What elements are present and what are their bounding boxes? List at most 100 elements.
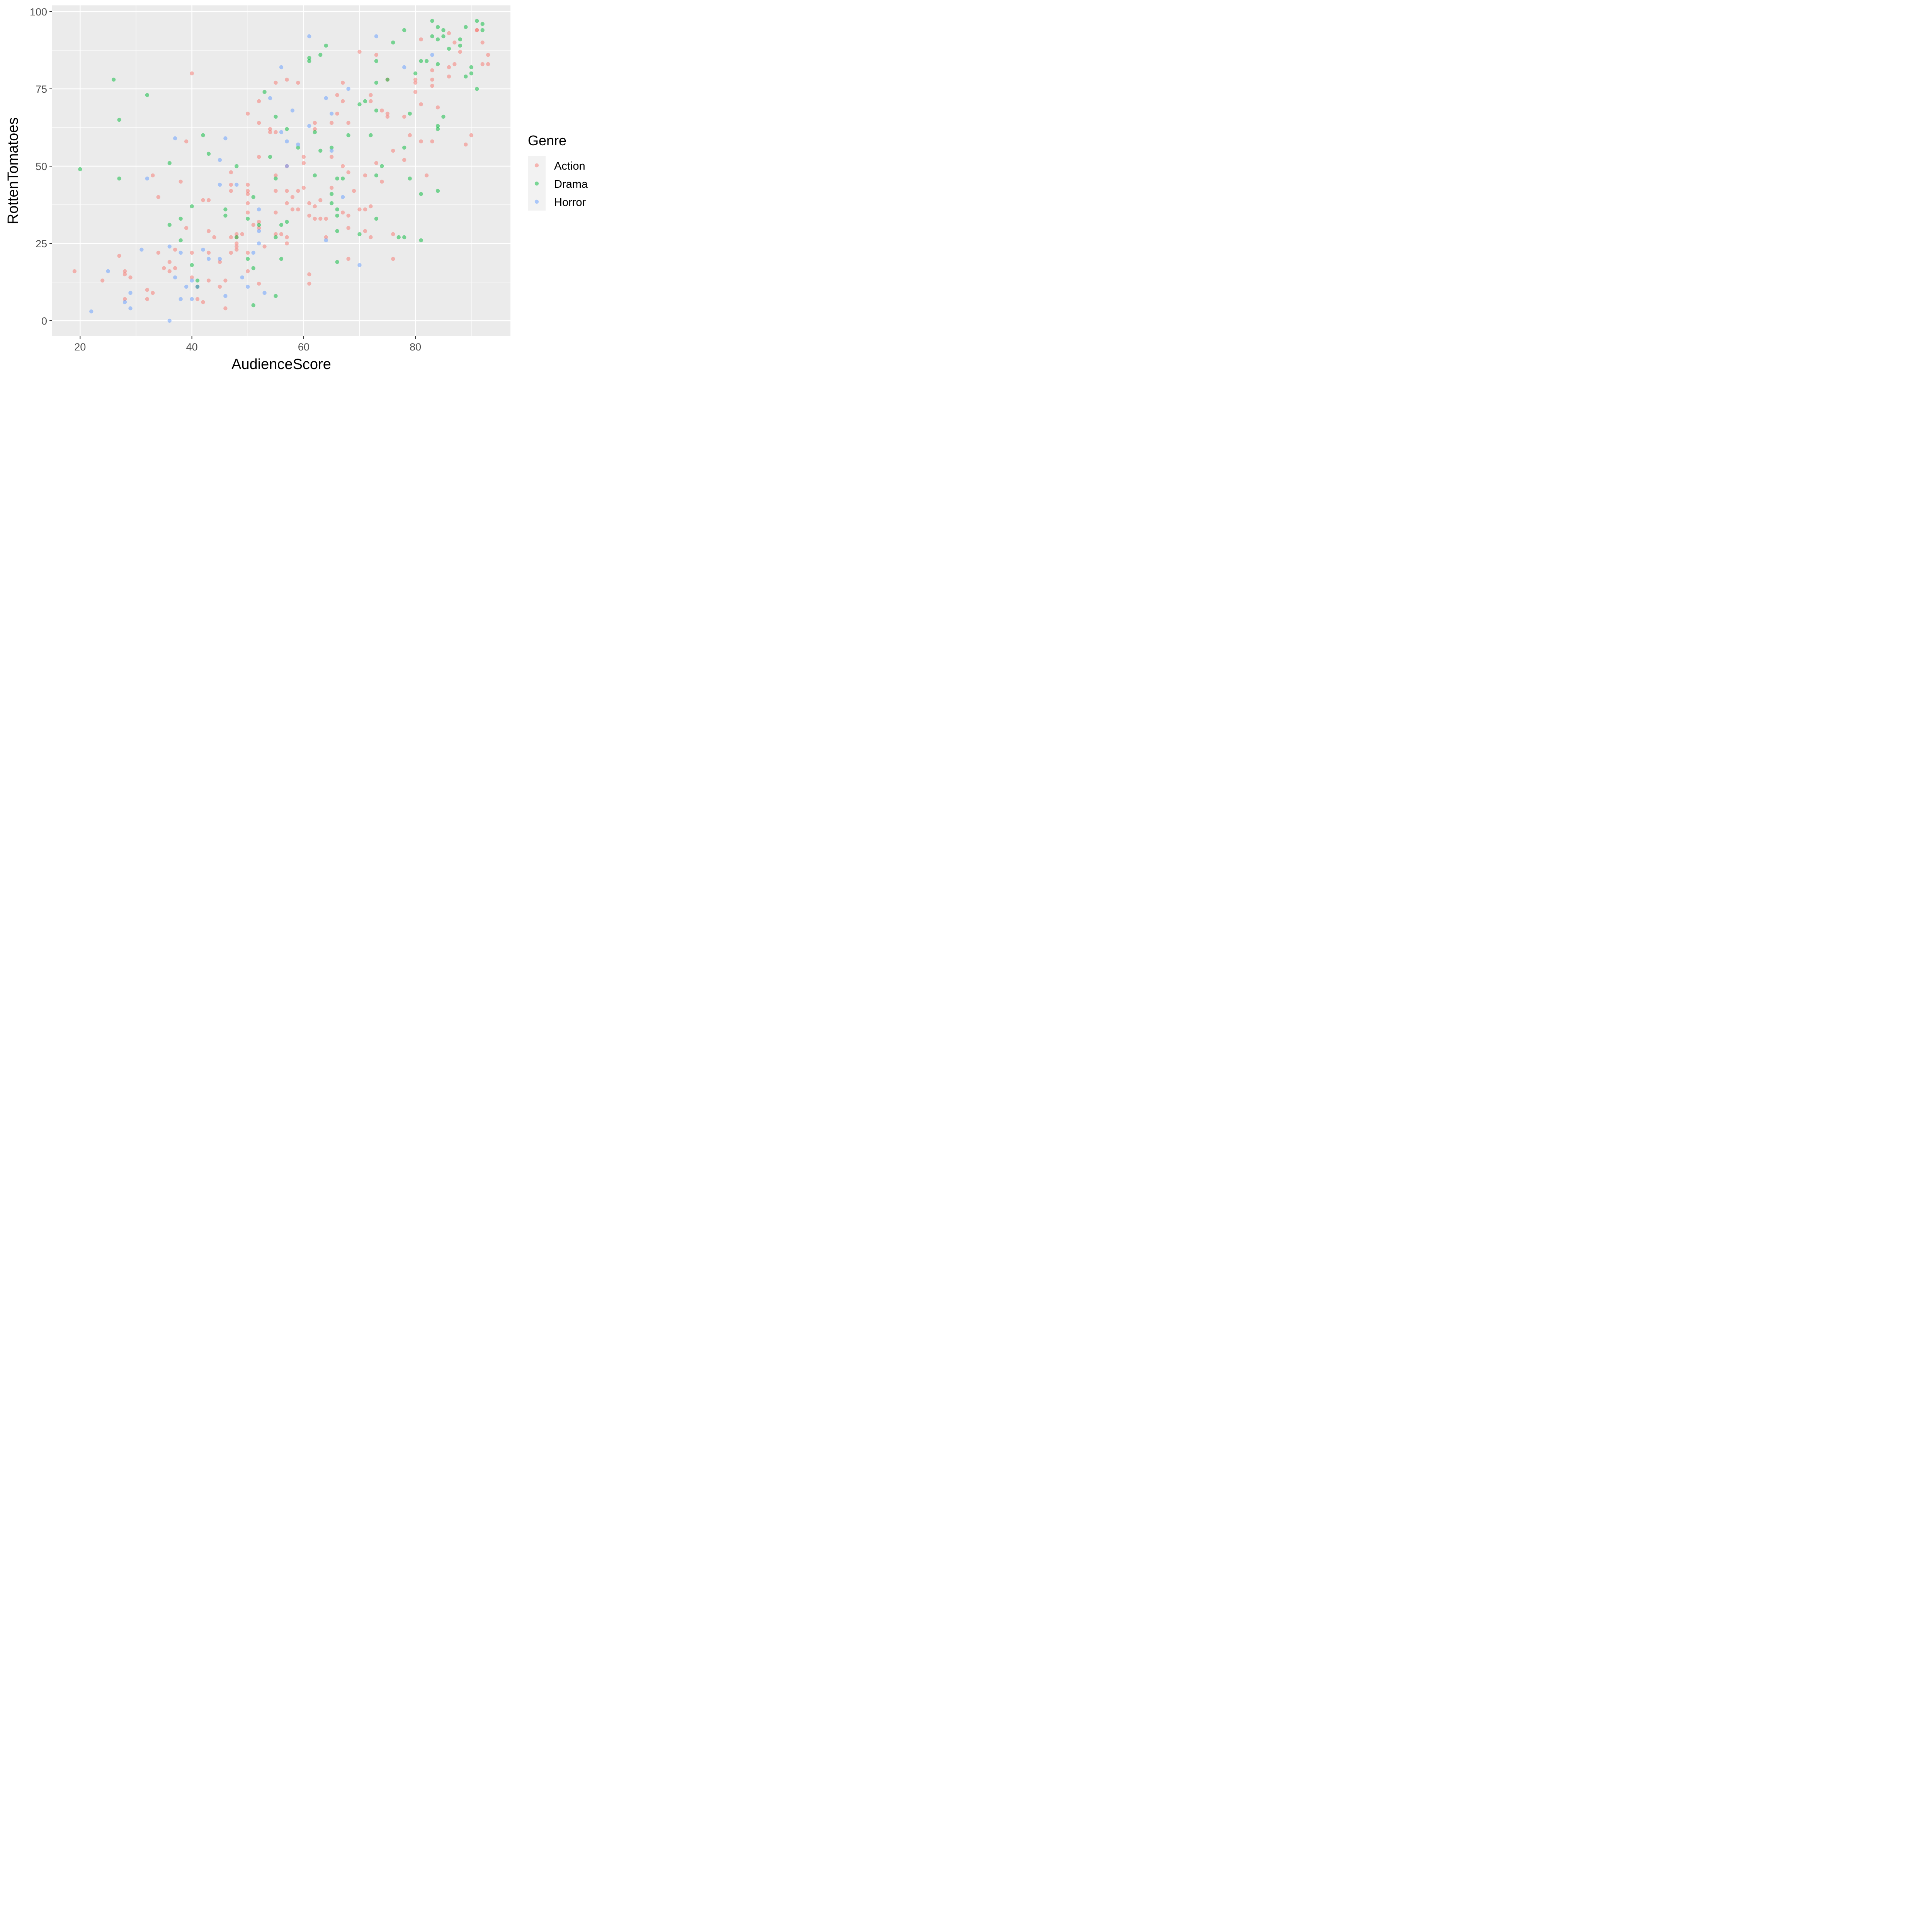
data-point-drama <box>430 34 434 39</box>
data-point-drama <box>313 173 317 178</box>
data-point-action <box>324 216 328 221</box>
data-point-action <box>184 226 189 230</box>
data-point-action <box>156 250 161 255</box>
data-point-drama <box>329 145 334 150</box>
data-point-drama <box>329 201 334 206</box>
data-point-action <box>363 173 367 178</box>
data-point-action <box>223 306 228 311</box>
data-point-action <box>268 130 272 134</box>
data-point-drama <box>385 77 390 82</box>
data-point-horror <box>184 284 189 289</box>
scatter-chart: 20 40 60 80 0 25 50 75 100 AudienceScore Rotten… <box>5 5 588 372</box>
data-point-drama <box>435 62 440 66</box>
data-point-action <box>430 83 434 88</box>
data-point-drama <box>419 59 423 63</box>
data-point-action <box>452 62 457 66</box>
data-point-action <box>469 133 473 138</box>
data-point-drama <box>111 77 116 82</box>
data-point-action <box>413 90 418 94</box>
data-point-action <box>145 287 150 292</box>
data-point-action <box>206 229 211 233</box>
data-point-action <box>235 241 239 246</box>
data-point-action <box>274 130 278 134</box>
data-point-drama <box>251 266 255 270</box>
data-point-action <box>435 105 440 110</box>
data-point-action <box>195 297 200 301</box>
legend-key-horror <box>534 199 539 204</box>
data-point-horror <box>296 142 300 147</box>
data-point-horror <box>307 34 311 39</box>
data-point-horror <box>290 108 295 113</box>
data-point-drama <box>441 28 446 32</box>
data-point-horror <box>179 250 183 255</box>
data-point-horror <box>89 309 94 314</box>
data-point-action <box>346 257 350 261</box>
data-point-drama <box>369 133 373 138</box>
legend-title: Genre <box>528 133 566 148</box>
data-point-horror <box>122 300 127 304</box>
data-point-drama <box>324 43 328 48</box>
data-point-horror <box>201 247 205 252</box>
data-point-action <box>357 49 362 54</box>
x-tick-label: 80 <box>410 341 421 353</box>
data-point-drama <box>279 223 284 227</box>
data-point-action <box>313 121 317 125</box>
data-point-action <box>190 250 194 255</box>
data-point-action <box>285 201 289 206</box>
data-point-action <box>223 278 228 283</box>
x-axis-ticks: 20 40 60 80 <box>74 336 421 353</box>
data-point-action <box>486 53 490 57</box>
data-point-action <box>122 269 127 274</box>
data-points <box>72 19 490 323</box>
data-point-horror <box>173 275 177 280</box>
legend-items: Action Drama Horror <box>534 160 588 209</box>
data-point-horror <box>346 87 350 91</box>
data-point-action <box>251 223 255 227</box>
data-point-horror <box>285 139 289 144</box>
data-point-action <box>246 189 250 193</box>
data-point-drama <box>195 278 200 283</box>
data-point-drama <box>419 192 423 196</box>
data-point-action <box>100 278 105 283</box>
data-point-action <box>447 74 451 79</box>
data-point-action <box>285 189 289 193</box>
data-point-action <box>369 204 373 209</box>
data-point-action <box>307 201 311 206</box>
data-point-drama <box>480 28 485 32</box>
data-point-horror <box>195 284 200 289</box>
data-point-horror <box>106 269 110 274</box>
data-point-action <box>335 111 339 116</box>
data-point-horror <box>279 130 284 134</box>
data-point-drama <box>179 238 183 243</box>
data-point-horror <box>206 257 211 261</box>
data-point-horror <box>262 291 267 295</box>
data-point-horror <box>279 65 284 70</box>
data-point-drama <box>469 71 473 76</box>
data-point-action <box>380 108 384 113</box>
data-point-action <box>201 198 205 202</box>
data-point-drama <box>246 216 250 221</box>
data-point-drama <box>346 133 350 138</box>
legend-label-horror: Horror <box>554 196 586 209</box>
data-point-action <box>257 226 261 230</box>
y-axis-ticks: 0 25 50 75 100 <box>30 6 52 327</box>
data-point-horror <box>167 318 172 323</box>
data-point-drama <box>285 219 289 224</box>
data-point-action <box>313 216 317 221</box>
data-point-horror <box>167 244 172 249</box>
data-point-action <box>318 198 323 202</box>
data-point-action <box>324 235 328 240</box>
data-point-action <box>122 297 127 301</box>
data-point-action <box>257 219 261 224</box>
data-point-action <box>173 266 177 270</box>
data-point-action <box>229 250 233 255</box>
data-point-drama <box>435 37 440 42</box>
data-point-action <box>391 232 395 236</box>
y-tick-label: 100 <box>30 6 47 18</box>
data-point-drama <box>318 148 323 153</box>
data-point-drama <box>274 176 278 181</box>
data-point-action <box>167 260 172 264</box>
data-point-drama <box>402 145 406 150</box>
data-point-action <box>235 232 239 236</box>
data-point-action <box>122 272 127 277</box>
